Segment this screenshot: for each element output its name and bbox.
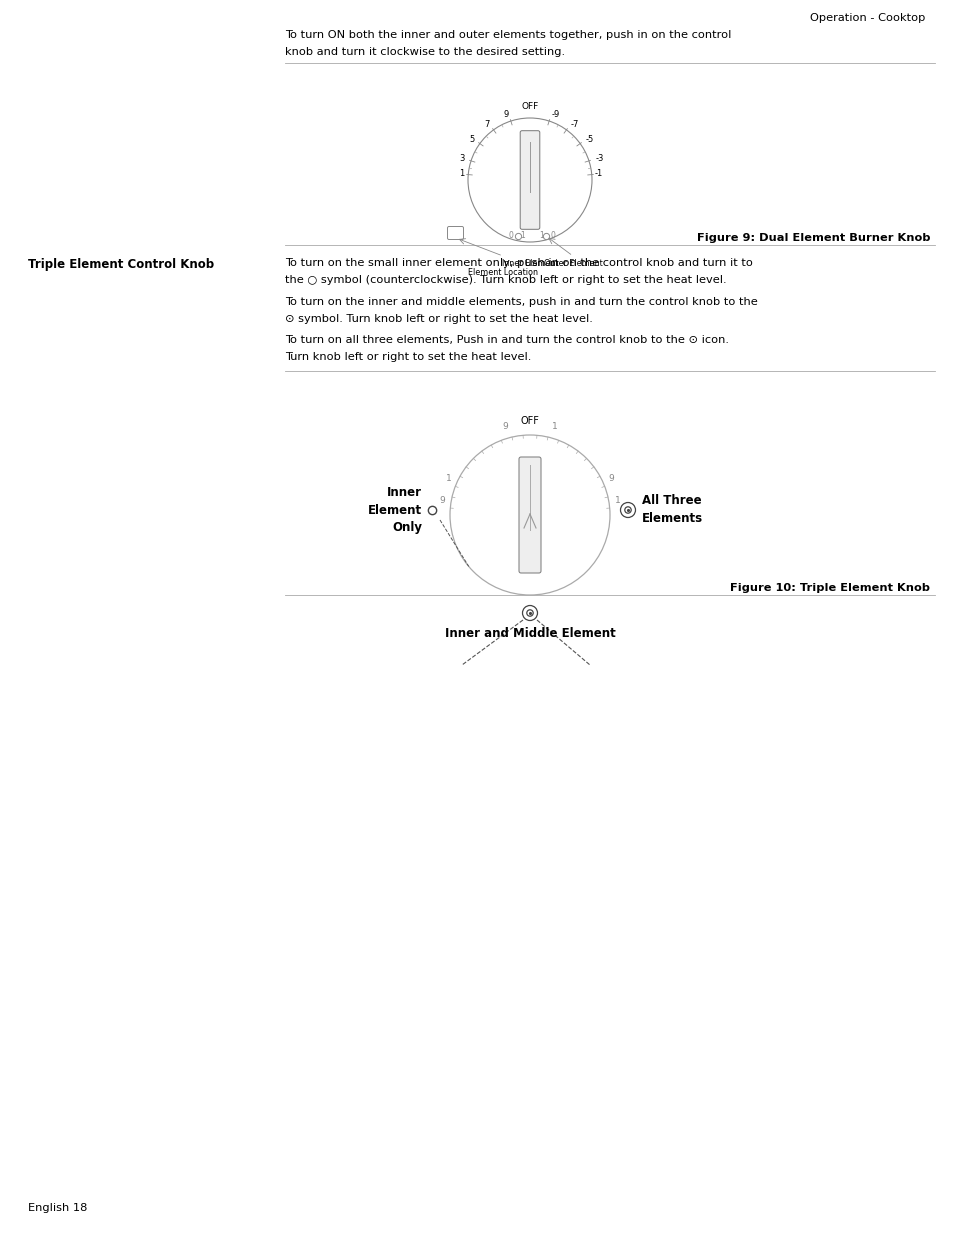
Text: 9: 9 xyxy=(501,422,507,431)
Text: Inner
Element
Only: Inner Element Only xyxy=(368,485,421,535)
Text: Triple Element Control Knob: Triple Element Control Knob xyxy=(28,258,213,270)
Text: 7: 7 xyxy=(483,120,489,128)
Text: All Three
Elements: All Three Elements xyxy=(641,494,702,526)
Text: To turn ON both the inner and outer elements together, push in on the control: To turn ON both the inner and outer elem… xyxy=(285,30,731,40)
Text: 0: 0 xyxy=(508,231,513,241)
Text: 9: 9 xyxy=(439,495,445,505)
Text: -7: -7 xyxy=(570,120,578,128)
Text: Inner Element: Inner Element xyxy=(501,259,558,268)
Text: Operation - Cooktop: Operation - Cooktop xyxy=(809,14,924,23)
FancyBboxPatch shape xyxy=(519,131,539,230)
Text: 1: 1 xyxy=(539,231,544,241)
Text: -3: -3 xyxy=(595,154,603,163)
Text: Figure 10: Triple Element Knob: Figure 10: Triple Element Knob xyxy=(729,583,929,593)
FancyBboxPatch shape xyxy=(518,457,540,573)
Text: the ○ symbol (counterclockwise). Turn knob left or right to set the heat level.: the ○ symbol (counterclockwise). Turn kn… xyxy=(285,275,726,285)
Text: To turn on the inner and middle elements, push in and turn the control knob to t: To turn on the inner and middle elements… xyxy=(285,296,757,308)
Text: knob and turn it clockwise to the desired setting.: knob and turn it clockwise to the desire… xyxy=(285,47,564,57)
Text: Figure 9: Dual Element Burner Knob: Figure 9: Dual Element Burner Knob xyxy=(696,233,929,243)
Text: OFF: OFF xyxy=(520,416,538,426)
Text: To turn on the small inner element only, push in on the control knob and turn it: To turn on the small inner element only,… xyxy=(285,258,752,268)
Text: Inner and Middle Element: Inner and Middle Element xyxy=(444,627,615,640)
Text: Outer Element: Outer Element xyxy=(543,259,601,268)
Text: Turn knob left or right to set the heat level.: Turn knob left or right to set the heat … xyxy=(285,352,531,362)
Text: -5: -5 xyxy=(585,135,594,144)
Text: 3: 3 xyxy=(458,154,464,163)
Text: -9: -9 xyxy=(551,110,559,119)
Text: 1: 1 xyxy=(458,169,463,179)
Text: Element Location: Element Location xyxy=(468,268,537,277)
Text: -1: -1 xyxy=(594,169,602,179)
Text: 9: 9 xyxy=(607,474,613,483)
Text: 1: 1 xyxy=(446,474,452,483)
Text: 5: 5 xyxy=(469,135,474,144)
Text: To turn on all three elements, Push in and turn the control knob to the ⊙ icon.: To turn on all three elements, Push in a… xyxy=(285,335,728,345)
Text: ⊙ symbol. Turn knob left or right to set the heat level.: ⊙ symbol. Turn knob left or right to set… xyxy=(285,314,592,324)
Text: OFF: OFF xyxy=(521,103,538,111)
Text: 0: 0 xyxy=(550,231,555,241)
Text: 1: 1 xyxy=(520,231,525,241)
FancyBboxPatch shape xyxy=(447,226,463,240)
Text: English 18: English 18 xyxy=(28,1203,88,1213)
Text: 9: 9 xyxy=(503,110,508,119)
Text: 1: 1 xyxy=(614,495,619,505)
Text: 1: 1 xyxy=(552,422,558,431)
